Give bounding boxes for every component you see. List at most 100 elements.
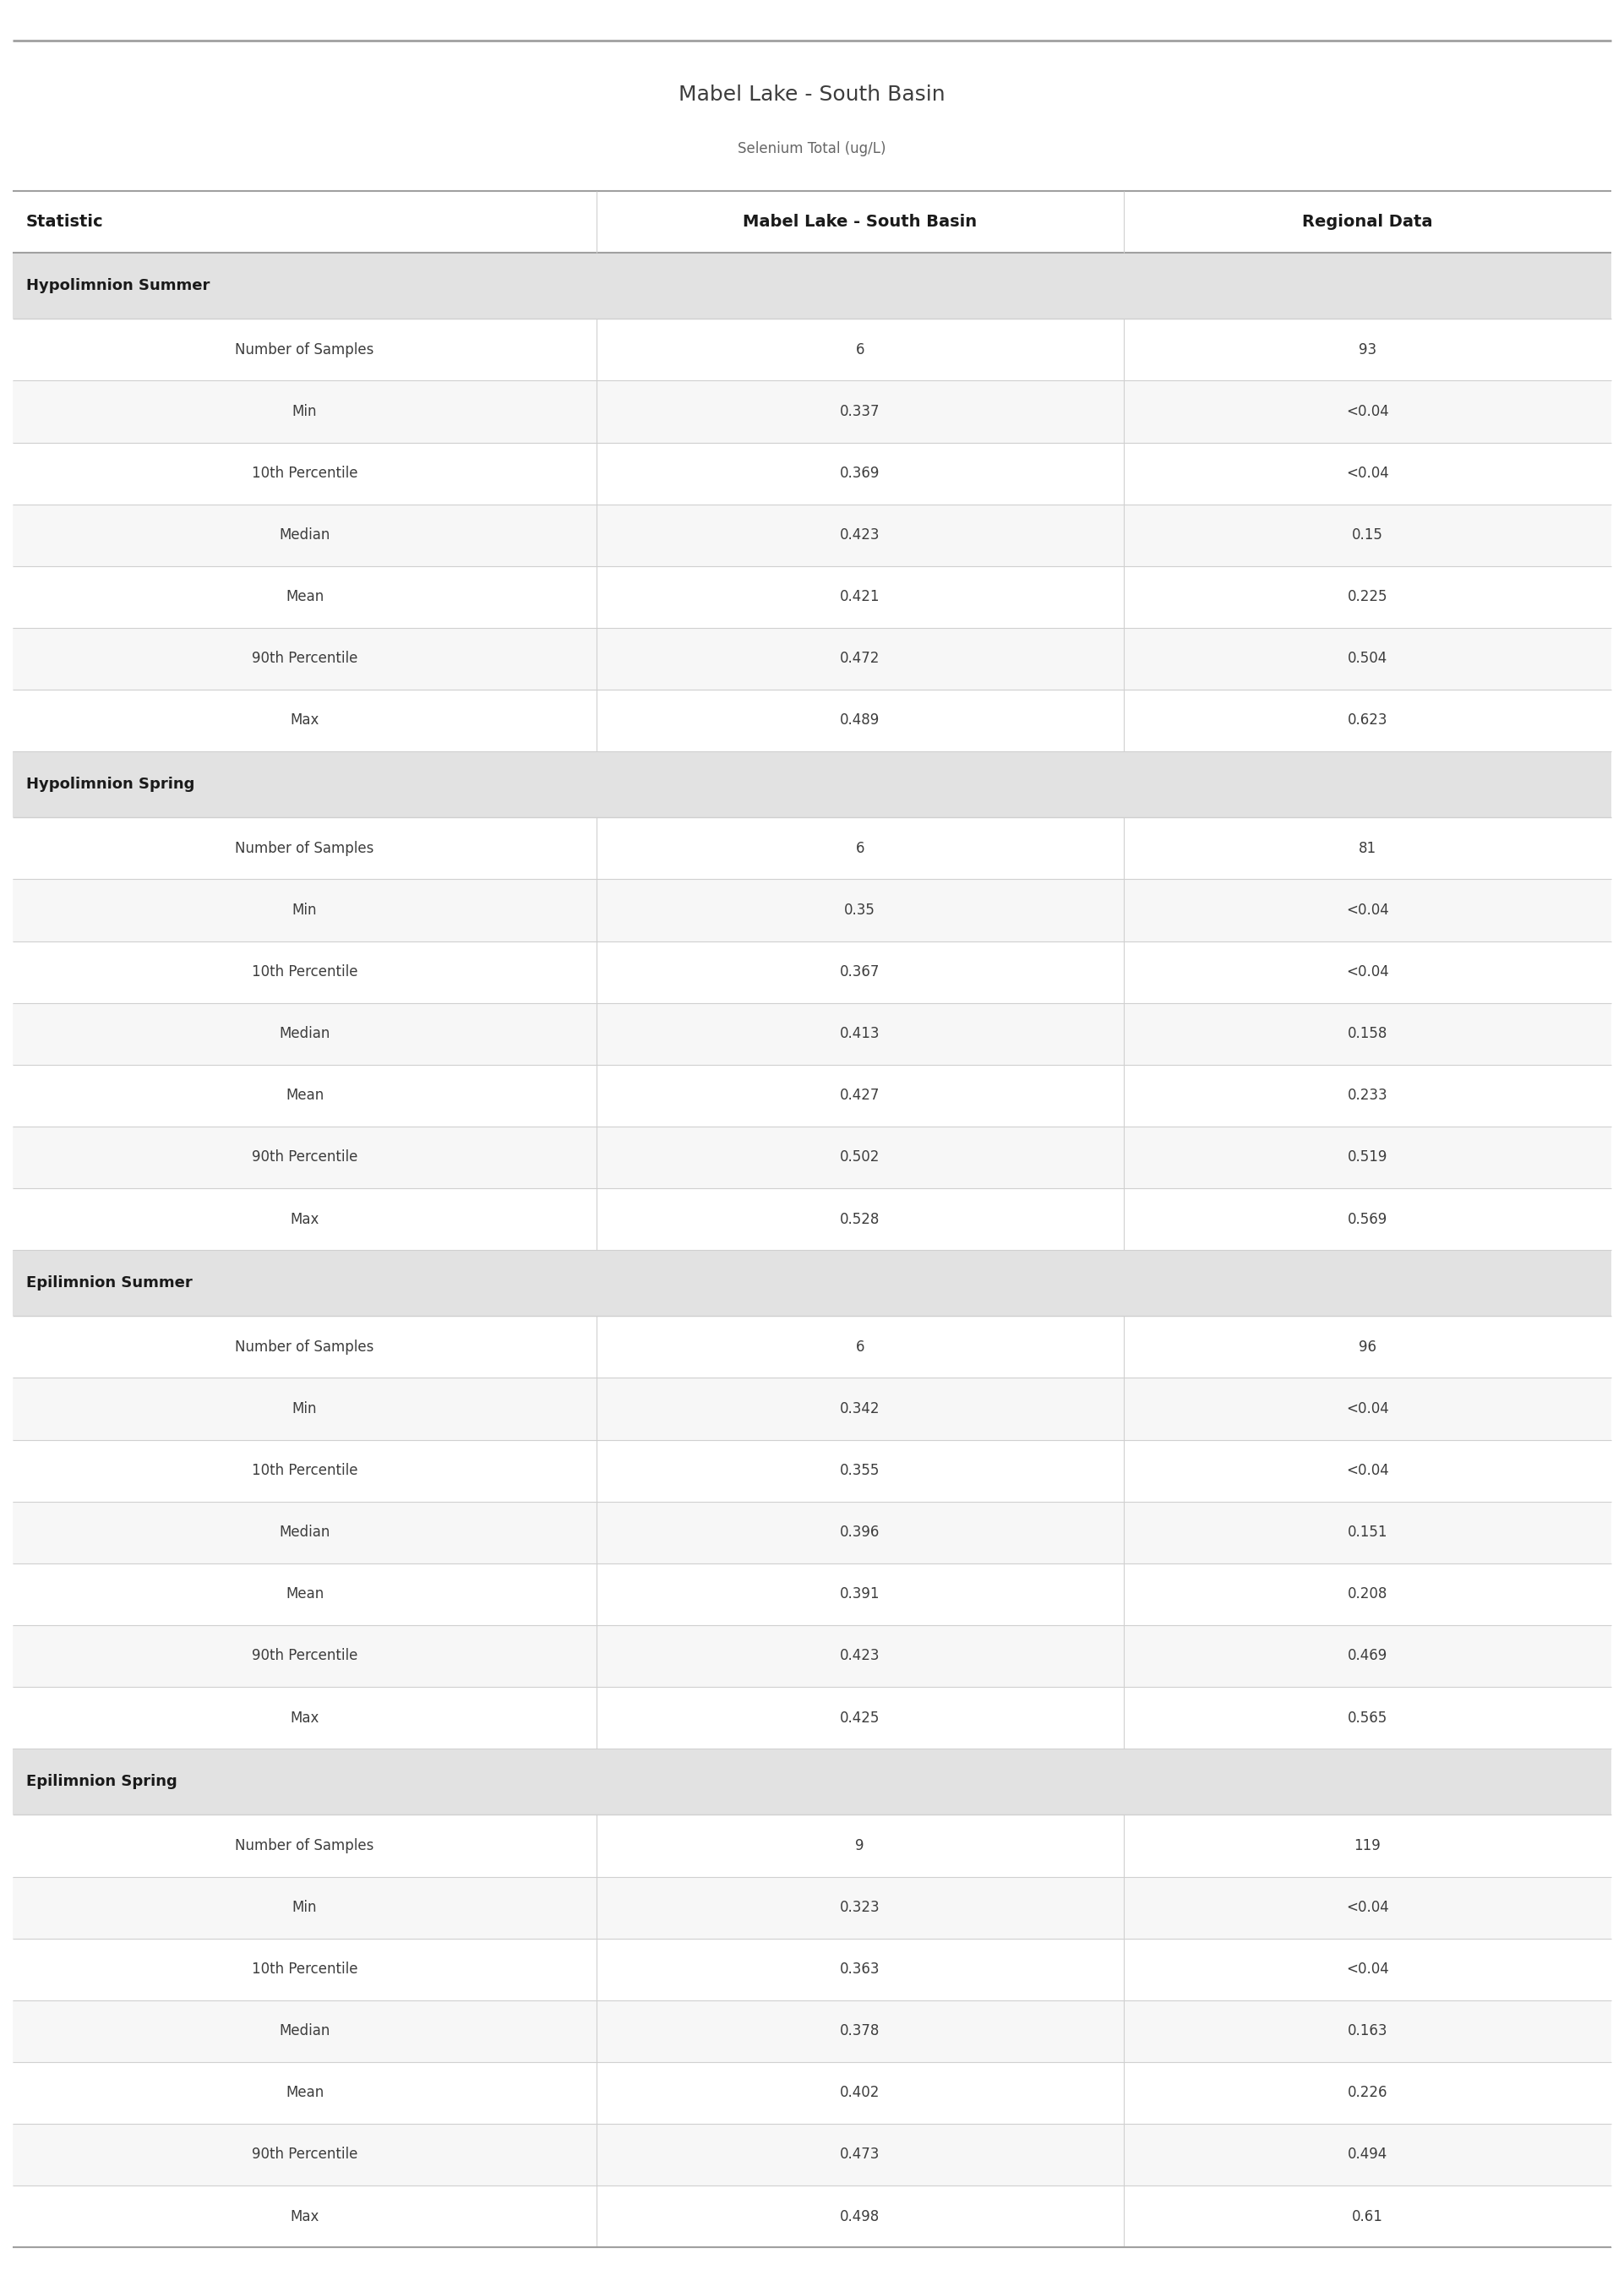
- Bar: [13, 1003, 1611, 1065]
- Text: Number of Samples: Number of Samples: [235, 1839, 374, 1852]
- Text: 0.61: 0.61: [1351, 2209, 1384, 2225]
- Bar: [13, 1687, 1611, 1748]
- Text: <0.04: <0.04: [1346, 465, 1389, 481]
- Text: Epilimnion Spring: Epilimnion Spring: [26, 1775, 177, 1789]
- Text: Median: Median: [279, 527, 330, 543]
- Bar: [13, 504, 1611, 565]
- Text: Min: Min: [292, 404, 317, 420]
- Text: 0.391: 0.391: [840, 1587, 880, 1603]
- Text: Min: Min: [292, 903, 317, 917]
- Text: <0.04: <0.04: [1346, 1900, 1389, 1916]
- Text: Selenium Total (ug/L): Selenium Total (ug/L): [737, 141, 887, 157]
- Bar: [13, 2000, 1611, 2061]
- Text: <0.04: <0.04: [1346, 965, 1389, 981]
- Bar: [13, 942, 1611, 1003]
- Text: Mabel Lake - South Basin: Mabel Lake - South Basin: [679, 84, 945, 104]
- Bar: [13, 690, 1611, 751]
- Bar: [13, 1877, 1611, 1939]
- Text: 90th Percentile: 90th Percentile: [252, 651, 357, 667]
- Text: 0.396: 0.396: [840, 1525, 880, 1539]
- Text: 0.151: 0.151: [1348, 1525, 1387, 1539]
- Text: Epilimnion Summer: Epilimnion Summer: [26, 1276, 192, 1292]
- Text: 119: 119: [1354, 1839, 1380, 1852]
- Bar: [13, 878, 1611, 942]
- Text: 0.469: 0.469: [1348, 1648, 1387, 1664]
- Text: 0.15: 0.15: [1351, 527, 1384, 543]
- Text: 0.519: 0.519: [1348, 1149, 1387, 1165]
- Bar: [13, 1317, 1611, 1378]
- Text: 0.423: 0.423: [840, 1648, 880, 1664]
- Text: 0.323: 0.323: [840, 1900, 880, 1916]
- Text: Mean: Mean: [286, 1087, 323, 1103]
- Text: 96: 96: [1358, 1339, 1376, 1355]
- Text: Max: Max: [291, 1212, 320, 1226]
- Text: 0.342: 0.342: [840, 1401, 880, 1416]
- Text: 0.163: 0.163: [1348, 2023, 1387, 2038]
- Bar: [13, 2186, 1611, 2247]
- Bar: [13, 1625, 1611, 1687]
- Text: 0.369: 0.369: [840, 465, 880, 481]
- Text: 6: 6: [856, 343, 864, 356]
- Text: 10th Percentile: 10th Percentile: [252, 1464, 357, 1478]
- Bar: [13, 1748, 1611, 1814]
- Text: 6: 6: [856, 840, 864, 856]
- Text: 0.421: 0.421: [840, 590, 880, 604]
- Text: 90th Percentile: 90th Percentile: [252, 2147, 357, 2163]
- Text: Max: Max: [291, 713, 320, 729]
- Text: <0.04: <0.04: [1346, 404, 1389, 420]
- Text: Max: Max: [291, 1709, 320, 1725]
- Text: 0.498: 0.498: [840, 2209, 880, 2225]
- Text: 0.337: 0.337: [840, 404, 880, 420]
- Text: 0.413: 0.413: [840, 1026, 880, 1042]
- Bar: [13, 1187, 1611, 1251]
- Bar: [13, 1126, 1611, 1187]
- Bar: [13, 381, 1611, 443]
- Text: <0.04: <0.04: [1346, 1464, 1389, 1478]
- Bar: [13, 817, 1611, 878]
- Bar: [13, 565, 1611, 629]
- Bar: [13, 443, 1611, 504]
- Text: 0.225: 0.225: [1348, 590, 1387, 604]
- Text: 0.363: 0.363: [840, 1961, 880, 1977]
- Bar: [13, 2061, 1611, 2125]
- Text: 0.423: 0.423: [840, 527, 880, 543]
- Text: 0.473: 0.473: [840, 2147, 880, 2163]
- Bar: [13, 2125, 1611, 2186]
- Text: Hypolimnion Summer: Hypolimnion Summer: [26, 279, 209, 293]
- Text: Max: Max: [291, 2209, 320, 2225]
- Text: 0.528: 0.528: [840, 1212, 880, 1226]
- Text: 6: 6: [856, 1339, 864, 1355]
- Text: 0.565: 0.565: [1348, 1709, 1387, 1725]
- Text: 0.569: 0.569: [1348, 1212, 1387, 1226]
- Text: 90th Percentile: 90th Percentile: [252, 1149, 357, 1165]
- Text: 0.378: 0.378: [840, 2023, 880, 2038]
- Bar: [13, 1564, 1611, 1625]
- Text: <0.04: <0.04: [1346, 1401, 1389, 1416]
- Text: 0.158: 0.158: [1348, 1026, 1387, 1042]
- Text: 0.402: 0.402: [840, 2086, 880, 2100]
- Text: Number of Samples: Number of Samples: [235, 343, 374, 356]
- Text: 10th Percentile: 10th Percentile: [252, 1961, 357, 1977]
- Text: Median: Median: [279, 1026, 330, 1042]
- Text: Min: Min: [292, 1401, 317, 1416]
- Text: 0.489: 0.489: [840, 713, 880, 729]
- Bar: [13, 629, 1611, 690]
- Text: 0.427: 0.427: [840, 1087, 880, 1103]
- Bar: [13, 1065, 1611, 1126]
- Bar: [13, 1939, 1611, 2000]
- Bar: [13, 1251, 1611, 1317]
- Text: 0.35: 0.35: [844, 903, 875, 917]
- Text: 0.233: 0.233: [1348, 1087, 1387, 1103]
- Text: 93: 93: [1358, 343, 1376, 356]
- Text: 0.472: 0.472: [840, 651, 880, 667]
- Bar: [13, 1814, 1611, 1877]
- Text: 0.367: 0.367: [840, 965, 880, 981]
- Text: 10th Percentile: 10th Percentile: [252, 465, 357, 481]
- Text: Mabel Lake - South Basin: Mabel Lake - South Basin: [742, 213, 978, 229]
- Text: <0.04: <0.04: [1346, 1961, 1389, 1977]
- Bar: [13, 1500, 1611, 1564]
- Text: 90th Percentile: 90th Percentile: [252, 1648, 357, 1664]
- Text: 81: 81: [1358, 840, 1376, 856]
- Text: 9: 9: [856, 1839, 864, 1852]
- Bar: [13, 751, 1611, 817]
